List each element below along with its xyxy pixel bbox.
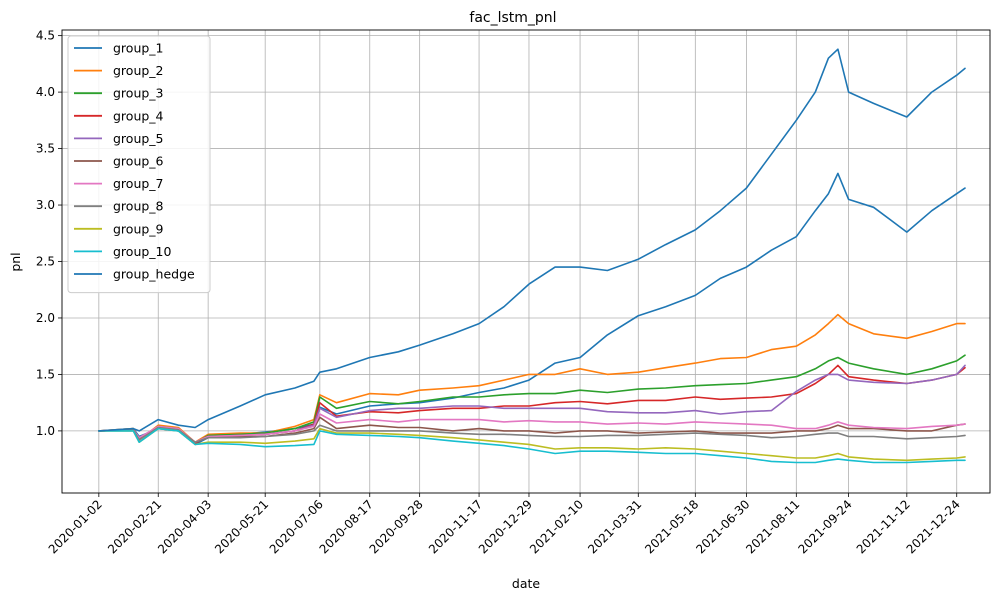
x-tick-label: 2021-03-31 bbox=[585, 497, 644, 556]
y-tick-label: 1.5 bbox=[36, 367, 55, 381]
series-line-group_3 bbox=[98, 354, 966, 445]
y-tick-label: 3.0 bbox=[36, 198, 55, 212]
legend-label-group_6: group_6 bbox=[113, 154, 164, 169]
series-line-group_1 bbox=[98, 172, 966, 446]
x-tick-label: 2020-05-21 bbox=[212, 497, 271, 556]
legend: group_1 group_2 group_3 group_4 group_5group… bbox=[67, 35, 211, 294]
y-tick-label: 2.5 bbox=[36, 255, 55, 269]
x-tick-label: 2021-02-10 bbox=[527, 497, 586, 556]
y-tick-label: 1.0 bbox=[36, 424, 55, 438]
legend-label-group_7: group_7 bbox=[113, 176, 164, 191]
legend-box bbox=[67, 35, 211, 294]
y-tick-labels: 1.0 1.5 2.0 2.5 3.0 3.5 4.0 4.5 bbox=[36, 29, 55, 438]
series-line-group_7 bbox=[98, 413, 966, 444]
series-line-group_8 bbox=[98, 424, 966, 444]
legend-label-group_hedge: group_hedge bbox=[113, 267, 195, 282]
y-tick-label: 3.5 bbox=[36, 142, 55, 156]
x-tick-label: 2021-05-18 bbox=[642, 497, 701, 556]
legend-label-group_1: group_1 bbox=[113, 41, 164, 56]
x-tick-label: 2020-09-28 bbox=[367, 497, 426, 556]
series-line-group_2 bbox=[98, 313, 966, 444]
x-tick-label: 2020-01-02 bbox=[46, 497, 105, 556]
series-line-group_10 bbox=[98, 427, 966, 464]
legend-label-group_4: group_4 bbox=[113, 108, 164, 123]
x-tick-label: 2020-04-03 bbox=[155, 497, 214, 556]
series-layer bbox=[98, 48, 966, 464]
legend-label-group_2: group_2 bbox=[113, 63, 164, 78]
y-axis-label: pnl bbox=[8, 252, 23, 271]
x-tick-label: 2021-09-24 bbox=[796, 497, 855, 556]
axes-layer bbox=[58, 29, 991, 497]
series-line-group_hedge bbox=[98, 48, 966, 432]
legend-label-group_9: group_9 bbox=[113, 221, 164, 236]
legend-label-group_10: group_10 bbox=[113, 244, 172, 259]
x-tick-label: 2021-12-24 bbox=[904, 497, 963, 556]
x-tick-labels: 2020-01-02 2020-02-212020-04-032020-05-21… bbox=[46, 497, 963, 556]
grid-layer bbox=[62, 30, 990, 493]
x-tick-label: 2020-12-29 bbox=[476, 497, 535, 556]
plot-frame bbox=[61, 29, 991, 494]
series-line-group_9 bbox=[98, 427, 966, 462]
x-tick-label: 2021-08-11 bbox=[743, 497, 802, 556]
y-tick-label: 4.5 bbox=[36, 29, 55, 43]
legend-label-group_5: group_5 bbox=[113, 131, 164, 146]
chart-title: fac_lstm_pnl bbox=[469, 10, 556, 26]
legend-label-group_8: group_8 bbox=[113, 199, 164, 214]
y-tick-label: 2.0 bbox=[36, 311, 55, 325]
x-axis-label: date bbox=[512, 576, 540, 591]
legend-label-group_3: group_3 bbox=[113, 86, 164, 101]
y-tick-label: 4.0 bbox=[36, 85, 55, 99]
